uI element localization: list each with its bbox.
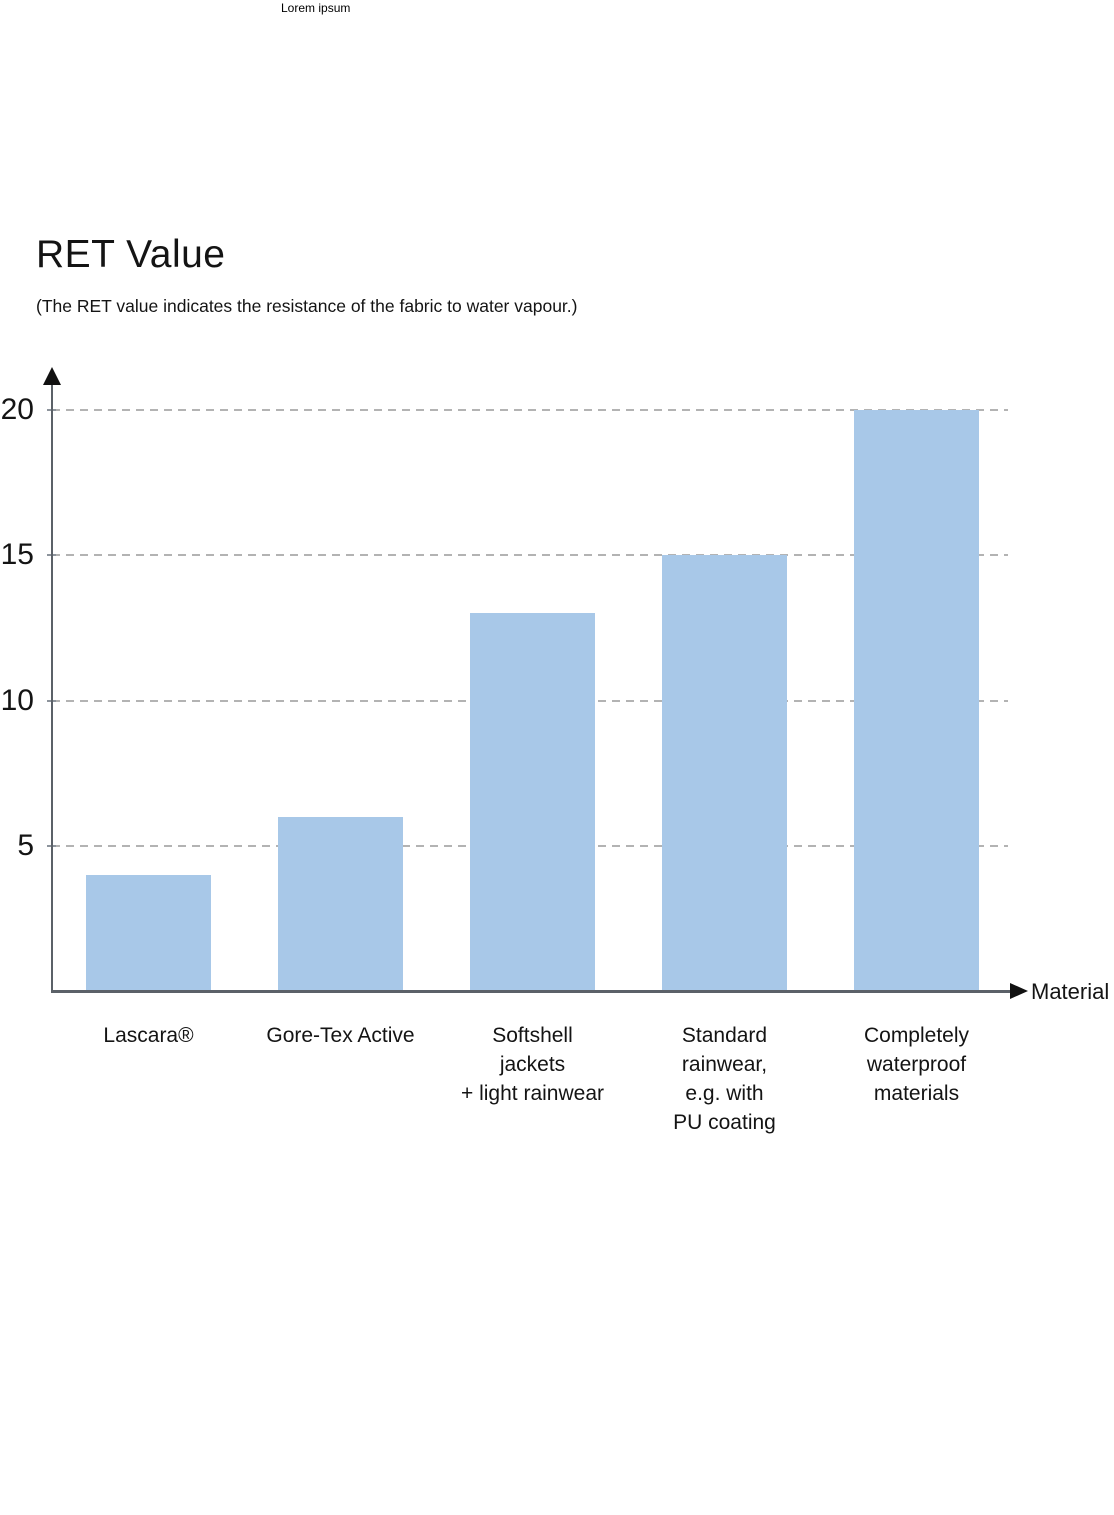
x-category-label: Gore-Tex Active: [266, 1024, 415, 1047]
x-axis-arrow-icon: [1010, 982, 1028, 999]
y-tick-label: 20: [0, 392, 34, 426]
y-tick-label: 15: [0, 538, 34, 572]
gridline-20: [52, 408, 1008, 411]
x-category-label: Completely waterproof materials: [863, 1024, 970, 1105]
x-axis-title: Material: [1031, 979, 1110, 1004]
x-category-label: Standard rainwear, e.g. with PU coating: [673, 1024, 776, 1134]
x-axis-line: [50, 990, 1012, 993]
x-category-label: Softshell jackets + light rainwear: [461, 1024, 604, 1105]
chart-subtitle: (The RET value indicates the resistance …: [36, 296, 578, 316]
y-tick-label: 10: [0, 683, 34, 717]
y-axis-arrow-icon: [43, 367, 61, 385]
y-axis-line: [50, 380, 53, 992]
watermark-text: Lorem ipsum: [281, 1, 351, 15]
chart-title: RET Value: [36, 233, 226, 276]
bar-4: [662, 555, 787, 992]
bar-5: [854, 409, 979, 992]
gridline-15: [52, 554, 1008, 557]
y-tick-label: 5: [17, 829, 34, 863]
x-category-label: Lascara®: [103, 1024, 194, 1047]
bar-1: [86, 875, 211, 992]
bar-3: [470, 613, 595, 992]
bar-2: [278, 817, 403, 992]
